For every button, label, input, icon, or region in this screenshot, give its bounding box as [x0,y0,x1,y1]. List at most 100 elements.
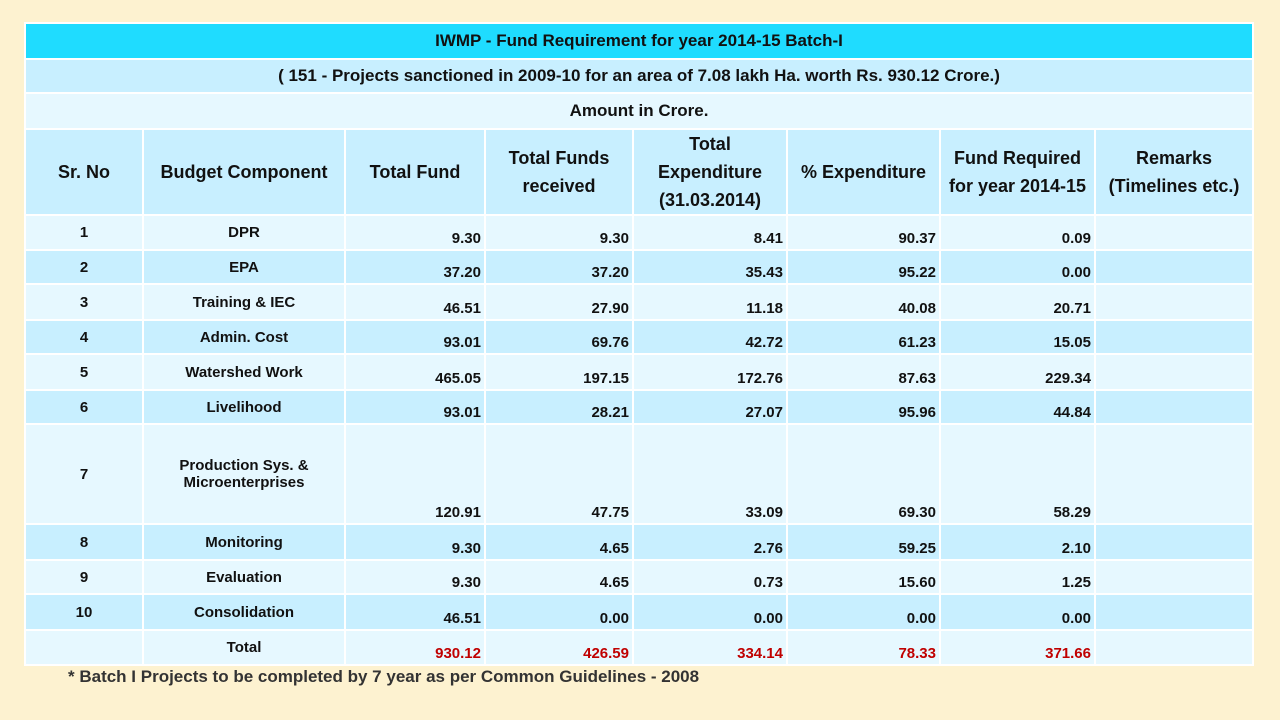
cell-sr-no: 2 [24,249,144,285]
cell-remarks [1093,423,1255,525]
cell-total-fund: 465.05 [344,353,486,391]
header-total-funds-received: Total Funds received [484,128,634,216]
table-row: 4 Admin. Cost 93.01 69.76 42.72 61.23 15.05 [24,319,1255,355]
unit-note: Amount in Crore. [23,92,1255,130]
cell-percent-expenditure: 87.63 [786,353,941,391]
cell-expenditure: 11.18 [632,283,788,321]
cell-budget-component: Admin. Cost [142,319,346,355]
cell-expenditure: 27.07 [632,389,788,425]
cell-expenditure: 42.72 [632,319,788,355]
cell-remarks [1093,389,1255,425]
table-body: 1 DPR 9.30 9.30 8.41 90.37 0.09 2 EPA 37.20 37.20 3… [24,214,1255,666]
cell-remarks [1093,523,1255,561]
cell-sr-no: 5 [24,353,144,391]
cell-funds-received: 0.00 [484,593,634,631]
cell-funds-received: 69.76 [484,319,634,355]
cell-fund-required: 229.34 [939,353,1096,391]
cell-total-fund: 93.01 [344,389,486,425]
cell-funds-received: 426.59 [484,629,634,666]
cell-budget-component: Evaluation [142,559,346,595]
table-row: 9 Evaluation 9.30 4.65 0.73 15.60 1.25 [24,559,1255,595]
cell-fund-required: 0.09 [939,214,1096,251]
footnote: * Batch I Projects to be completed by 7 … [68,667,700,686]
cell-remarks [1093,283,1255,321]
cell-sr-no: 3 [24,283,144,321]
cell-sr-no: 7 [24,423,144,525]
header-fund-required: Fund Required for year 2014-15 [939,128,1096,216]
table-row: 2 EPA 37.20 37.20 35.43 95.22 0.00 [24,249,1255,285]
cell-budget-component: Monitoring [142,523,346,561]
cell-percent-expenditure: 15.60 [786,559,941,595]
table-row: 7 Production Sys. & Microenterprises 120.9… [24,423,1255,525]
table-subtitle-row: ( 151 - Projects sanctioned in 2009-10 f… [23,58,1255,94]
cell-funds-received: 27.90 [484,283,634,321]
cell-sr-no: 6 [24,389,144,425]
cell-total-fund: 9.30 [344,559,486,595]
cell-expenditure: 334.14 [632,629,788,666]
cell-fund-required: 44.84 [939,389,1096,425]
cell-total-fund: 93.01 [344,319,486,355]
cell-funds-received: 47.75 [484,423,634,525]
cell-sr-no: 8 [24,523,144,561]
cell-expenditure: 35.43 [632,249,788,285]
cell-budget-component: Livelihood [142,389,346,425]
cell-expenditure: 172.76 [632,353,788,391]
cell-budget-component: DPR [142,214,346,251]
header-total-fund: Total Fund [344,128,486,216]
header-sr-no: Sr. No [24,128,144,216]
cell-remarks [1093,593,1255,631]
total-row: Total 930.12 426.59 334.14 78.33 371.66 [24,629,1255,666]
cell-sr-no: 1 [24,214,144,251]
cell-percent-expenditure: 61.23 [786,319,941,355]
header-percent-expenditure: % Expenditure [786,128,941,216]
cell-remarks [1093,214,1255,251]
table-row: 5 Watershed Work 465.05 197.15 172.76 87.63 22… [24,353,1255,391]
cell-fund-required: 2.10 [939,523,1096,561]
cell-remarks [1093,249,1255,285]
unit-note-row: Amount in Crore. [23,92,1255,130]
table-row: 8 Monitoring 9.30 4.65 2.76 59.25 2.10 [24,523,1255,561]
cell-funds-received: 4.65 [484,523,634,561]
header-remarks: Remarks (Timelines etc.) [1093,128,1255,216]
cell-fund-required: 0.00 [939,593,1096,631]
cell-expenditure: 33.09 [632,423,788,525]
cell-total-fund: 9.30 [344,523,486,561]
cell-sr-no: 9 [24,559,144,595]
cell-funds-received: 4.65 [484,559,634,595]
cell-expenditure: 0.73 [632,559,788,595]
header-budget-component: Budget Component [142,128,346,216]
cell-fund-required: 1.25 [939,559,1096,595]
table-row: 3 Training & IEC 46.51 27.90 11.18 40.08 20.71 [24,283,1255,321]
cell-sr-no: 4 [24,319,144,355]
cell-percent-expenditure: 40.08 [786,283,941,321]
cell-total-fund: 37.20 [344,249,486,285]
cell-fund-required: 15.05 [939,319,1096,355]
cell-sr-no: 10 [24,593,144,631]
cell-total-fund: 930.12 [344,629,486,666]
cell-funds-received: 9.30 [484,214,634,251]
cell-percent-expenditure: 95.22 [786,249,941,285]
cell-budget-component: Consolidation [142,593,346,631]
cell-fund-required: 0.00 [939,249,1096,285]
cell-fund-required: 20.71 [939,283,1096,321]
header-row: Sr. No Budget Component Total Fund Total… [24,128,1255,216]
cell-remarks [1093,353,1255,391]
cell-percent-expenditure: 90.37 [786,214,941,251]
cell-funds-received: 37.20 [484,249,634,285]
cell-sr-no [24,629,144,666]
cell-budget-component: Total [142,629,346,666]
cell-budget-component: EPA [142,249,346,285]
cell-percent-expenditure: 69.30 [786,423,941,525]
cell-funds-received: 28.21 [484,389,634,425]
cell-total-fund: 9.30 [344,214,486,251]
cell-percent-expenditure: 59.25 [786,523,941,561]
table-subtitle: ( 151 - Projects sanctioned in 2009-10 f… [23,58,1255,94]
cell-total-fund: 120.91 [344,423,486,525]
cell-expenditure: 0.00 [632,593,788,631]
cell-percent-expenditure: 0.00 [786,593,941,631]
cell-budget-component: Production Sys. & Microenterprises [142,423,346,525]
cell-expenditure: 2.76 [632,523,788,561]
table-row: 10 Consolidation 46.51 0.00 0.00 0.00 0.00 [24,593,1255,631]
table-row: 1 DPR 9.30 9.30 8.41 90.37 0.09 [24,214,1255,251]
cell-remarks [1093,559,1255,595]
